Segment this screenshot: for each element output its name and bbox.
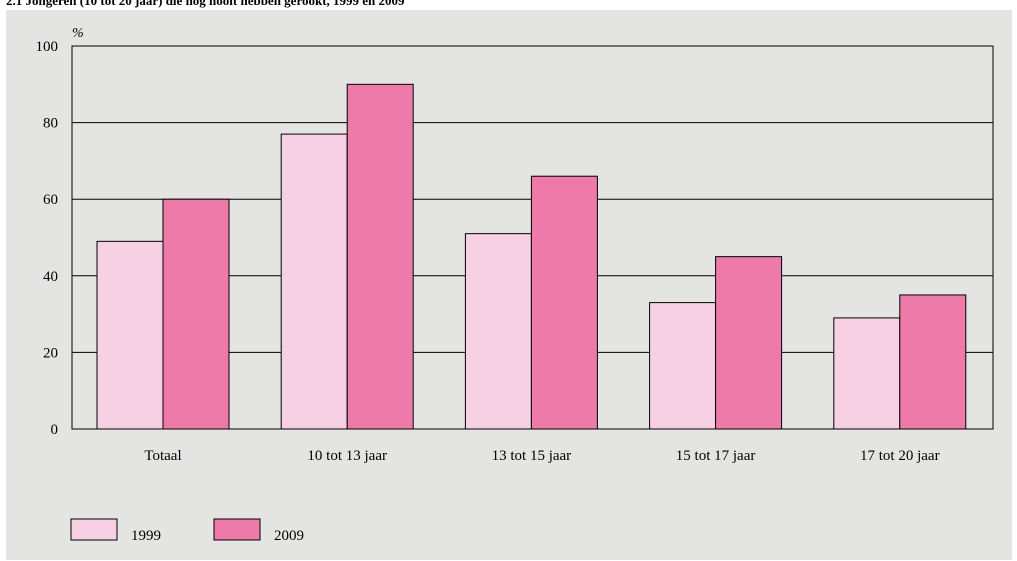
bar-2009-1 (346, 83, 414, 430)
y-axis-unit-label: % (72, 26, 84, 41)
x-category-label: 15 tot 17 jaar (676, 448, 756, 464)
bar-1999-3 (649, 302, 717, 430)
x-category-label: 13 tot 15 jaar (492, 448, 572, 464)
legend-swatch-2009 (213, 518, 261, 541)
x-category-label: 17 tot 20 jaar (860, 448, 940, 464)
bars (96, 83, 967, 430)
legend-label-2009: 2009 (274, 528, 304, 544)
bar-1999-1 (280, 133, 348, 430)
legend: 1999 2009 (70, 518, 304, 544)
bar-2009-2 (530, 175, 598, 430)
bar-2009-3 (715, 256, 783, 430)
chart-title: 2.1 Jongeren (10 tot 20 jaar) die nog no… (6, 0, 405, 8)
y-axis-ticks: 0 20 40 60 80 100 (36, 39, 59, 438)
bar-1999-0 (96, 240, 164, 430)
y-tick-label: 80 (43, 116, 58, 132)
x-axis-categories: Totaal 10 tot 13 jaar 13 tot 15 jaar 15 tot… (144, 448, 939, 464)
legend-label-1999: 1999 (131, 528, 161, 544)
bar-2009-0 (162, 198, 230, 430)
y-tick-label: 40 (43, 269, 58, 285)
x-category-label: Totaal (144, 448, 181, 464)
plot-frame (71, 45, 994, 430)
bar-2009-4 (899, 294, 967, 430)
y-tick-label: 0 (51, 422, 59, 438)
y-tick-label: 60 (43, 192, 58, 208)
bar-1999-2 (464, 233, 532, 430)
x-category-label: 10 tot 13 jaar (307, 448, 387, 464)
y-tick-label: 20 (43, 345, 58, 361)
legend-swatch-1999 (70, 518, 118, 541)
y-tick-label: 100 (36, 39, 59, 55)
bar-1999-4 (833, 317, 901, 430)
